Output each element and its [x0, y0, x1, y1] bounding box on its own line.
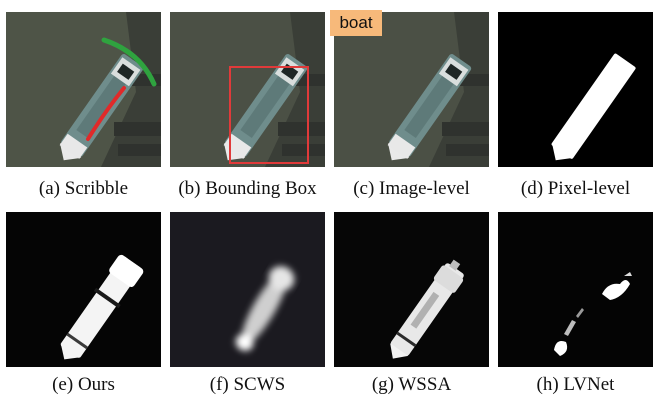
- scribble-water-stroke: [101, 37, 157, 87]
- caption-g: (g) WSSA: [371, 374, 452, 395]
- caption-b: (b) Bounding Box: [178, 178, 317, 199]
- satellite-ship-image: [334, 12, 489, 167]
- bounding-box: [229, 66, 309, 164]
- panel-f-scws-mask: [170, 212, 325, 367]
- panel-c-image-level-image: [334, 12, 489, 167]
- scribble-ship-stroke: [86, 86, 126, 141]
- caption-a: (a) Scribble: [38, 178, 129, 199]
- prediction-mask: [334, 212, 489, 367]
- caption-d: (d) Pixel-level: [520, 178, 631, 199]
- panel-e-ours-mask: [6, 212, 161, 367]
- satellite-ship-image: [6, 12, 161, 167]
- prediction-mask: [498, 212, 653, 367]
- satellite-ship-image: [170, 12, 325, 167]
- prediction-mask: [170, 212, 325, 367]
- caption-c: (c) Image-level: [353, 178, 470, 199]
- ship-hull: [387, 54, 472, 161]
- panel-h-lvnet-mask: [498, 212, 653, 367]
- panel-a-scribble-image: [6, 12, 161, 167]
- panel-g-wssa-mask: [334, 212, 489, 367]
- caption-h: (h) LVNet: [536, 374, 615, 395]
- caption-e: (e) Ours: [52, 374, 115, 395]
- ground-truth-mask: [498, 12, 653, 167]
- ship-hull: [59, 54, 144, 161]
- image-level-tag: boat: [330, 10, 382, 36]
- prediction-mask: [6, 212, 161, 367]
- panel-b-bounding-box-image: [170, 12, 325, 167]
- caption-f: (f) SCWS: [209, 374, 286, 395]
- panel-d-pixel-level-mask: [498, 12, 653, 167]
